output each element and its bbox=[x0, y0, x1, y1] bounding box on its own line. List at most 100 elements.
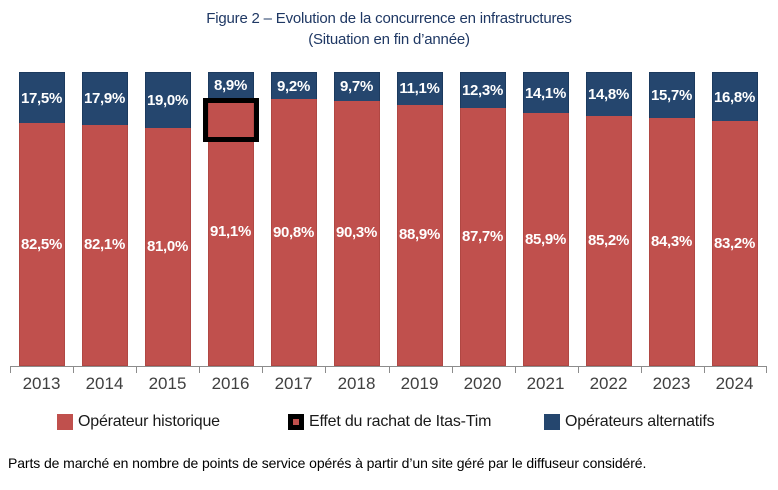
x-axis-label-2014: 2014 bbox=[85, 374, 124, 393]
bar-slot-2016: 8,9% 91,1% bbox=[199, 72, 262, 366]
axis-tick bbox=[514, 367, 516, 373]
bar-label-historique-2022: 85,2% bbox=[587, 231, 630, 249]
x-axis-label-2015: 2015 bbox=[148, 374, 187, 393]
bar-segment-alternatifs-2021: 14,1% bbox=[522, 72, 569, 114]
bar-2021: 14,1% 85,9% bbox=[522, 72, 569, 366]
bar-label-alternatifs-2023: 15,7% bbox=[650, 87, 693, 105]
x-axis-label-2024: 2024 bbox=[715, 374, 754, 393]
axis-tick bbox=[388, 367, 390, 373]
bar-slot-2020: 12,3% 87,7% bbox=[451, 72, 514, 366]
axis-tick bbox=[325, 367, 327, 373]
bar-label-alternatifs-2020: 12,3% bbox=[461, 82, 504, 100]
plot-area: 17,5% 82,5% 17,9% 82,1% 19,0% 81,0% 8,9% 91,1% 9… bbox=[10, 72, 766, 366]
bar-label-historique-2014: 82,1% bbox=[83, 236, 126, 254]
axis-tick bbox=[640, 367, 642, 373]
bar-segment-historique-2023: 84,3% bbox=[648, 118, 695, 366]
bar-segment-alternatifs-2015: 19,0% bbox=[144, 72, 191, 128]
bar-label-alternatifs-2015: 19,0% bbox=[146, 91, 189, 109]
bar-segment-historique-2021: 85,9% bbox=[522, 113, 569, 366]
bar-label-historique-2021: 85,9% bbox=[524, 230, 567, 248]
itas-tim-effect-box bbox=[202, 98, 259, 143]
bar-segment-alternatifs-2016: 8,9% bbox=[207, 72, 254, 99]
bar-segment-alternatifs-2017: 9,2% bbox=[270, 72, 317, 100]
bar-2018: 9,7% 90,3% bbox=[333, 72, 380, 366]
legend-label-operateur-historique: Opérateur historique bbox=[78, 413, 220, 430]
blue-square-icon bbox=[544, 414, 560, 430]
bar-segment-alternatifs-2020: 12,3% bbox=[459, 72, 506, 109]
bar-label-historique-2015: 81,0% bbox=[146, 237, 189, 255]
bar-segment-alternatifs-2013: 17,5% bbox=[18, 72, 65, 124]
bar-slot-2023: 15,7% 84,3% bbox=[640, 72, 703, 366]
axis-tick bbox=[262, 367, 264, 373]
x-axis-label-2023: 2023 bbox=[652, 374, 691, 393]
bar-segment-alternatifs-2014: 17,9% bbox=[81, 72, 128, 125]
bar-segment-historique-2014: 82,1% bbox=[81, 124, 128, 366]
bar-label-historique-2017: 90,8% bbox=[272, 223, 315, 241]
red-square-icon bbox=[57, 414, 73, 430]
bar-label-alternatifs-2018: 9,7% bbox=[340, 78, 373, 96]
bar-label-alternatifs-2021: 14,1% bbox=[524, 84, 567, 102]
bar-label-alternatifs-2016: 8,9% bbox=[214, 77, 247, 95]
bar-segment-alternatifs-2023: 15,7% bbox=[648, 72, 695, 119]
bar-label-historique-2016: 91,1% bbox=[209, 223, 252, 241]
x-axis-label-2017: 2017 bbox=[274, 374, 313, 393]
bar-segment-historique-2013: 82,5% bbox=[18, 123, 65, 366]
legend-label-effet-rachat: Effet du rachat de Itas-Tim bbox=[309, 413, 492, 430]
legend-item-operateur-historique: Opérateur historique bbox=[57, 413, 220, 431]
bar-segment-historique-2022: 85,2% bbox=[585, 115, 632, 366]
bar-label-historique-2020: 87,7% bbox=[461, 228, 504, 246]
axis-tick bbox=[136, 367, 138, 373]
bar-segment-historique-2018: 90,3% bbox=[333, 100, 380, 366]
bar-segment-historique-2017: 90,8% bbox=[270, 99, 317, 366]
figure-caption: Parts de marché en nombre de points de s… bbox=[8, 455, 647, 471]
bar-segment-alternatifs-2019: 11,1% bbox=[396, 72, 443, 105]
bar-label-alternatifs-2024: 16,8% bbox=[713, 88, 756, 106]
bar-segment-historique-2016: 91,1% bbox=[207, 98, 254, 366]
x-axis-label-2018: 2018 bbox=[337, 374, 376, 393]
bar-segment-historique-2019: 88,9% bbox=[396, 104, 443, 366]
bar-2020: 12,3% 87,7% bbox=[459, 72, 506, 366]
axis-tick bbox=[766, 367, 767, 373]
bar-label-alternatifs-2019: 11,1% bbox=[399, 80, 440, 98]
bar-segment-historique-2020: 87,7% bbox=[459, 108, 506, 366]
bar-segment-alternatifs-2018: 9,7% bbox=[333, 72, 380, 101]
bar-slot-2013: 17,5% 82,5% bbox=[10, 72, 73, 366]
bar-label-historique-2024: 83,2% bbox=[713, 234, 756, 252]
x-axis-label-2022: 2022 bbox=[589, 374, 628, 393]
bar-segment-alternatifs-2024: 16,8% bbox=[711, 72, 758, 122]
bar-label-alternatifs-2017: 9,2% bbox=[277, 77, 310, 95]
bar-2015: 19,0% 81,0% bbox=[144, 72, 191, 366]
bar-slot-2021: 14,1% 85,9% bbox=[514, 72, 577, 366]
bar-label-alternatifs-2013: 17,5% bbox=[20, 89, 63, 107]
x-axis-label-2019: 2019 bbox=[400, 374, 439, 393]
black-box-icon bbox=[288, 414, 304, 430]
chart-title-line1: Figure 2 – Evolution de la concurrence e… bbox=[206, 10, 572, 27]
x-axis-line bbox=[10, 366, 767, 373]
x-axis-labels: 2013 2014 2015 2016 2017 2018 2019 2020 2021 2022… bbox=[10, 374, 766, 394]
bar-segment-historique-2015: 81,0% bbox=[144, 127, 191, 366]
x-axis-label-2013: 2013 bbox=[22, 374, 61, 393]
x-axis-label-2021: 2021 bbox=[526, 374, 565, 393]
bar-slot-2017: 9,2% 90,8% bbox=[262, 72, 325, 366]
bar-2019: 11,1% 88,9% bbox=[396, 72, 443, 366]
bar-label-alternatifs-2014: 17,9% bbox=[83, 90, 126, 108]
x-axis-label-2016: 2016 bbox=[211, 374, 250, 393]
legend: Opérateur historique Effet du rachat de … bbox=[0, 413, 778, 439]
bar-slot-2015: 19,0% 81,0% bbox=[136, 72, 199, 366]
axis-tick bbox=[577, 367, 579, 373]
chart-title: Figure 2 – Evolution de la concurrence e… bbox=[0, 8, 778, 50]
bar-segment-historique-2024: 83,2% bbox=[711, 121, 758, 366]
bar-slot-2014: 17,9% 82,1% bbox=[73, 72, 136, 366]
bar-label-historique-2018: 90,3% bbox=[335, 224, 378, 242]
bar-slot-2022: 14,8% 85,2% bbox=[577, 72, 640, 366]
bar-label-historique-2019: 88,9% bbox=[398, 226, 441, 244]
axis-tick bbox=[451, 367, 453, 373]
axis-tick bbox=[703, 367, 705, 373]
bar-segment-alternatifs-2022: 14,8% bbox=[585, 72, 632, 116]
bar-label-alternatifs-2022: 14,8% bbox=[587, 85, 630, 103]
bar-2016: 8,9% 91,1% bbox=[202, 72, 259, 366]
legend-item-effet-rachat: Effet du rachat de Itas-Tim bbox=[288, 413, 491, 431]
legend-label-operateurs-alternatifs: Opérateurs alternatifs bbox=[565, 413, 715, 430]
bar-2014: 17,9% 82,1% bbox=[81, 72, 128, 366]
